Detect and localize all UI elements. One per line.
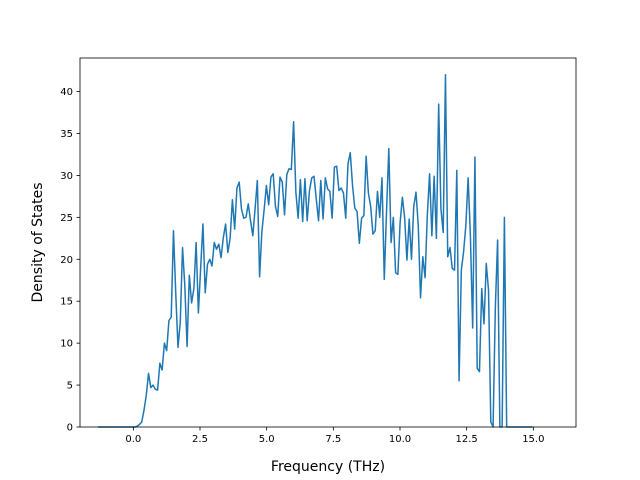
- y-tick-label: 15: [60, 297, 73, 308]
- y-tick-label: 10: [60, 339, 73, 350]
- x-tick-label: 15.0: [522, 434, 544, 445]
- x-axis: 0.0 2.5 5.0 7.5 10.0 12.5 15.0: [125, 427, 544, 445]
- x-tick-label: 7.5: [325, 434, 341, 445]
- x-tick-label: 5.0: [259, 434, 275, 445]
- plot-background: [80, 58, 576, 427]
- plot-frame: [79, 57, 577, 428]
- plot-area: [80, 58, 576, 427]
- x-tick-label: 2.5: [192, 434, 208, 445]
- y-axis-label: Density of States: [30, 183, 46, 303]
- series-line: [97, 74, 533, 428]
- x-axis-label: Frequency (THz): [271, 459, 385, 475]
- y-tick-label: 30: [60, 171, 73, 182]
- x-tick-label: 0.0: [125, 434, 141, 445]
- y-axis: 0 5 10 15 20 25 30 35 40: [60, 87, 80, 434]
- y-tick-label: 5: [67, 381, 73, 392]
- y-tick-label: 25: [60, 213, 73, 224]
- y-tick-label: 0: [67, 423, 73, 434]
- y-tick-label: 20: [60, 255, 73, 266]
- x-tick-label: 10.0: [389, 434, 411, 445]
- x-tick-label: 12.5: [456, 434, 478, 445]
- y-tick-label: 40: [60, 87, 73, 98]
- y-tick-label: 35: [60, 129, 73, 140]
